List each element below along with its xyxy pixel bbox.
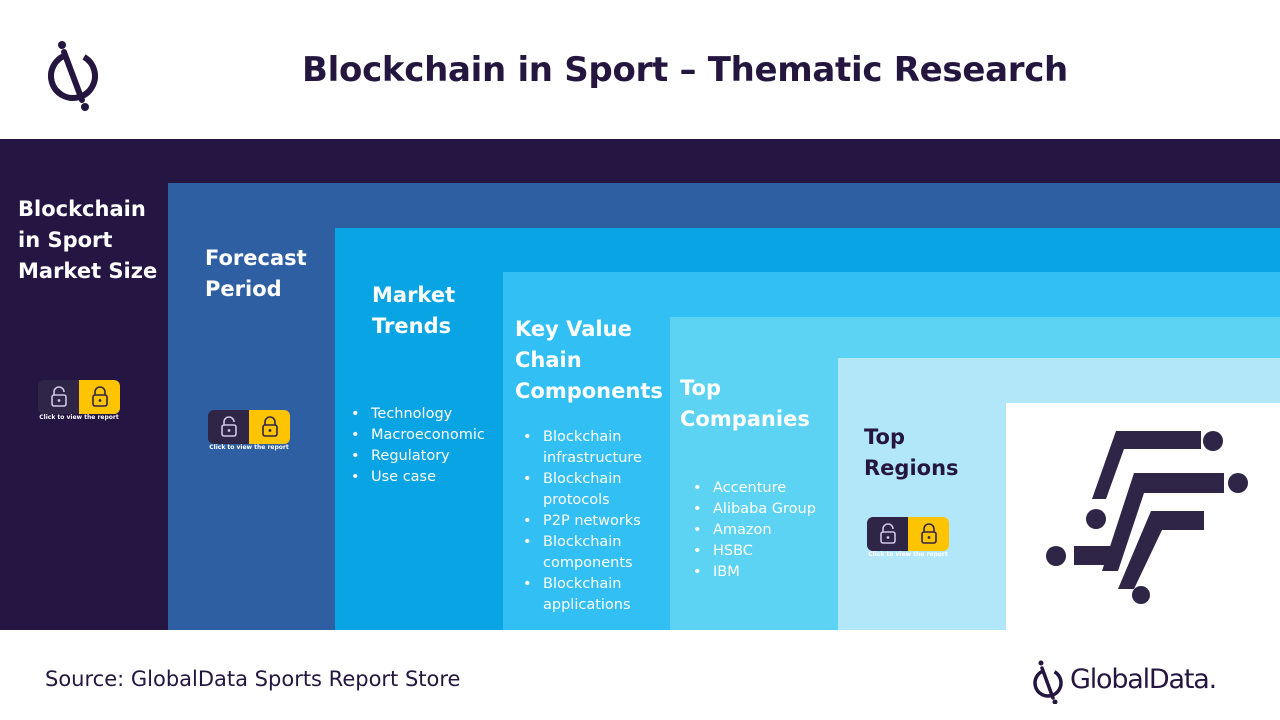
globaldata-logo-icon [48,41,98,111]
market-trends-list: Technology Macroeconomic Regulatory Use … [349,404,485,488]
heading-value-chain: Key Value Chain Components [515,314,663,407]
list-item: Technology [349,404,485,425]
brand-image-panel [1006,403,1280,630]
heading-line: Top [680,376,721,400]
list-item: Use case [349,467,485,488]
lock-caption: Click to view the report [868,551,948,558]
list-item: Accenture [691,478,816,499]
heading-line: Regions [864,456,959,480]
lock-caption: Click to view the report [209,444,289,451]
lock-icon [249,410,290,444]
list-item: IBM [691,562,816,583]
heading-line: Period [205,277,282,301]
lock-caption: Click to view the report [39,414,119,421]
unlock-icon [38,380,79,414]
lock-icon [79,380,120,414]
lock-icon [908,517,949,551]
heading-line: Forecast [205,246,307,270]
top-companies-list: Accenture Alibaba Group Amazon HSBC IBM [691,478,816,583]
heading-line: Market Size [18,259,158,283]
heading-line: Top [864,425,905,449]
brand-name: GlobalData. [1070,664,1217,695]
source-text: Source: GlobalData Sports Report Store [45,667,461,691]
heading-line: Key Value [515,317,632,341]
list-item: HSBC [691,541,816,562]
heading-line: Blockchain [18,197,146,221]
heading-top-regions: Top Regions [864,422,959,484]
view-report-button[interactable]: Click to view the report [867,517,949,563]
header: Blockchain in Sport – Thematic Research [0,0,1280,139]
unlock-icon [867,517,908,551]
heading-market-trends: Market Trends [372,280,455,342]
sport-blockchain-icon [1046,431,1248,604]
heading-line: Trends [372,314,452,338]
unlock-icon [208,410,249,444]
heading-line: Components [515,379,663,403]
list-item: Amazon [691,520,816,541]
globaldata-logo-icon [1033,660,1063,704]
list-item: Regulatory [349,446,485,467]
heading-line: Chain [515,348,582,372]
list-item: P2P networks [521,511,642,532]
page-title: Blockchain in Sport – Thematic Research [302,50,1068,90]
list-item: Alibaba Group [691,499,816,520]
heading-line: Companies [680,407,810,431]
heading-forecast-period: Forecast Period [205,243,307,305]
heading-market-size: Blockchain in Sport Market Size [18,194,157,287]
view-report-button[interactable]: Click to view the report [208,410,290,456]
heading-line: Market [372,283,456,307]
view-report-button[interactable]: Click to view the report [38,380,120,426]
heading-line: in Sport [18,228,113,252]
list-item: Macroeconomic [349,425,485,446]
heading-top-companies: Top Companies [680,373,810,435]
